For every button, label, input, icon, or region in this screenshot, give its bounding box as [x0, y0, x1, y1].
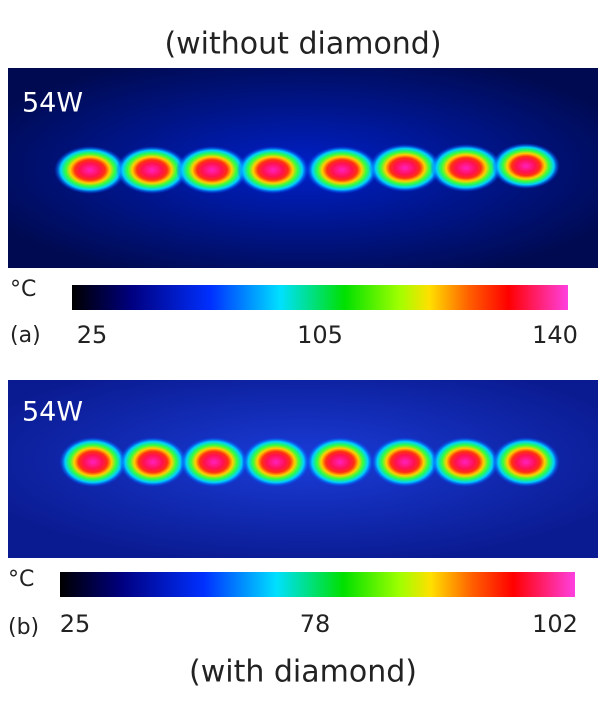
colorbar-tick: 78 — [300, 610, 331, 638]
panel-label: (a) — [10, 323, 41, 348]
power-label: 54W — [22, 397, 83, 428]
colorbar-tick: 102 — [532, 610, 578, 638]
colorbar-tick: 105 — [297, 321, 343, 349]
unit-label: °C — [10, 277, 36, 302]
colorbar-tick: 25 — [77, 321, 108, 349]
top-caption: (without diamond) — [164, 27, 441, 62]
unit-label: °C — [8, 567, 34, 592]
colorbar-tick: 25 — [60, 610, 91, 638]
bottom-caption: (with diamond) — [189, 655, 417, 690]
figure: (without diamond) 54W °C (a) 25 105 140 … — [0, 0, 606, 698]
colorbar — [72, 285, 568, 310]
colorbar-tick: 140 — [532, 321, 578, 349]
panel-label: (b) — [8, 615, 39, 640]
power-label: 54W — [22, 88, 83, 119]
colorbar — [60, 572, 575, 597]
